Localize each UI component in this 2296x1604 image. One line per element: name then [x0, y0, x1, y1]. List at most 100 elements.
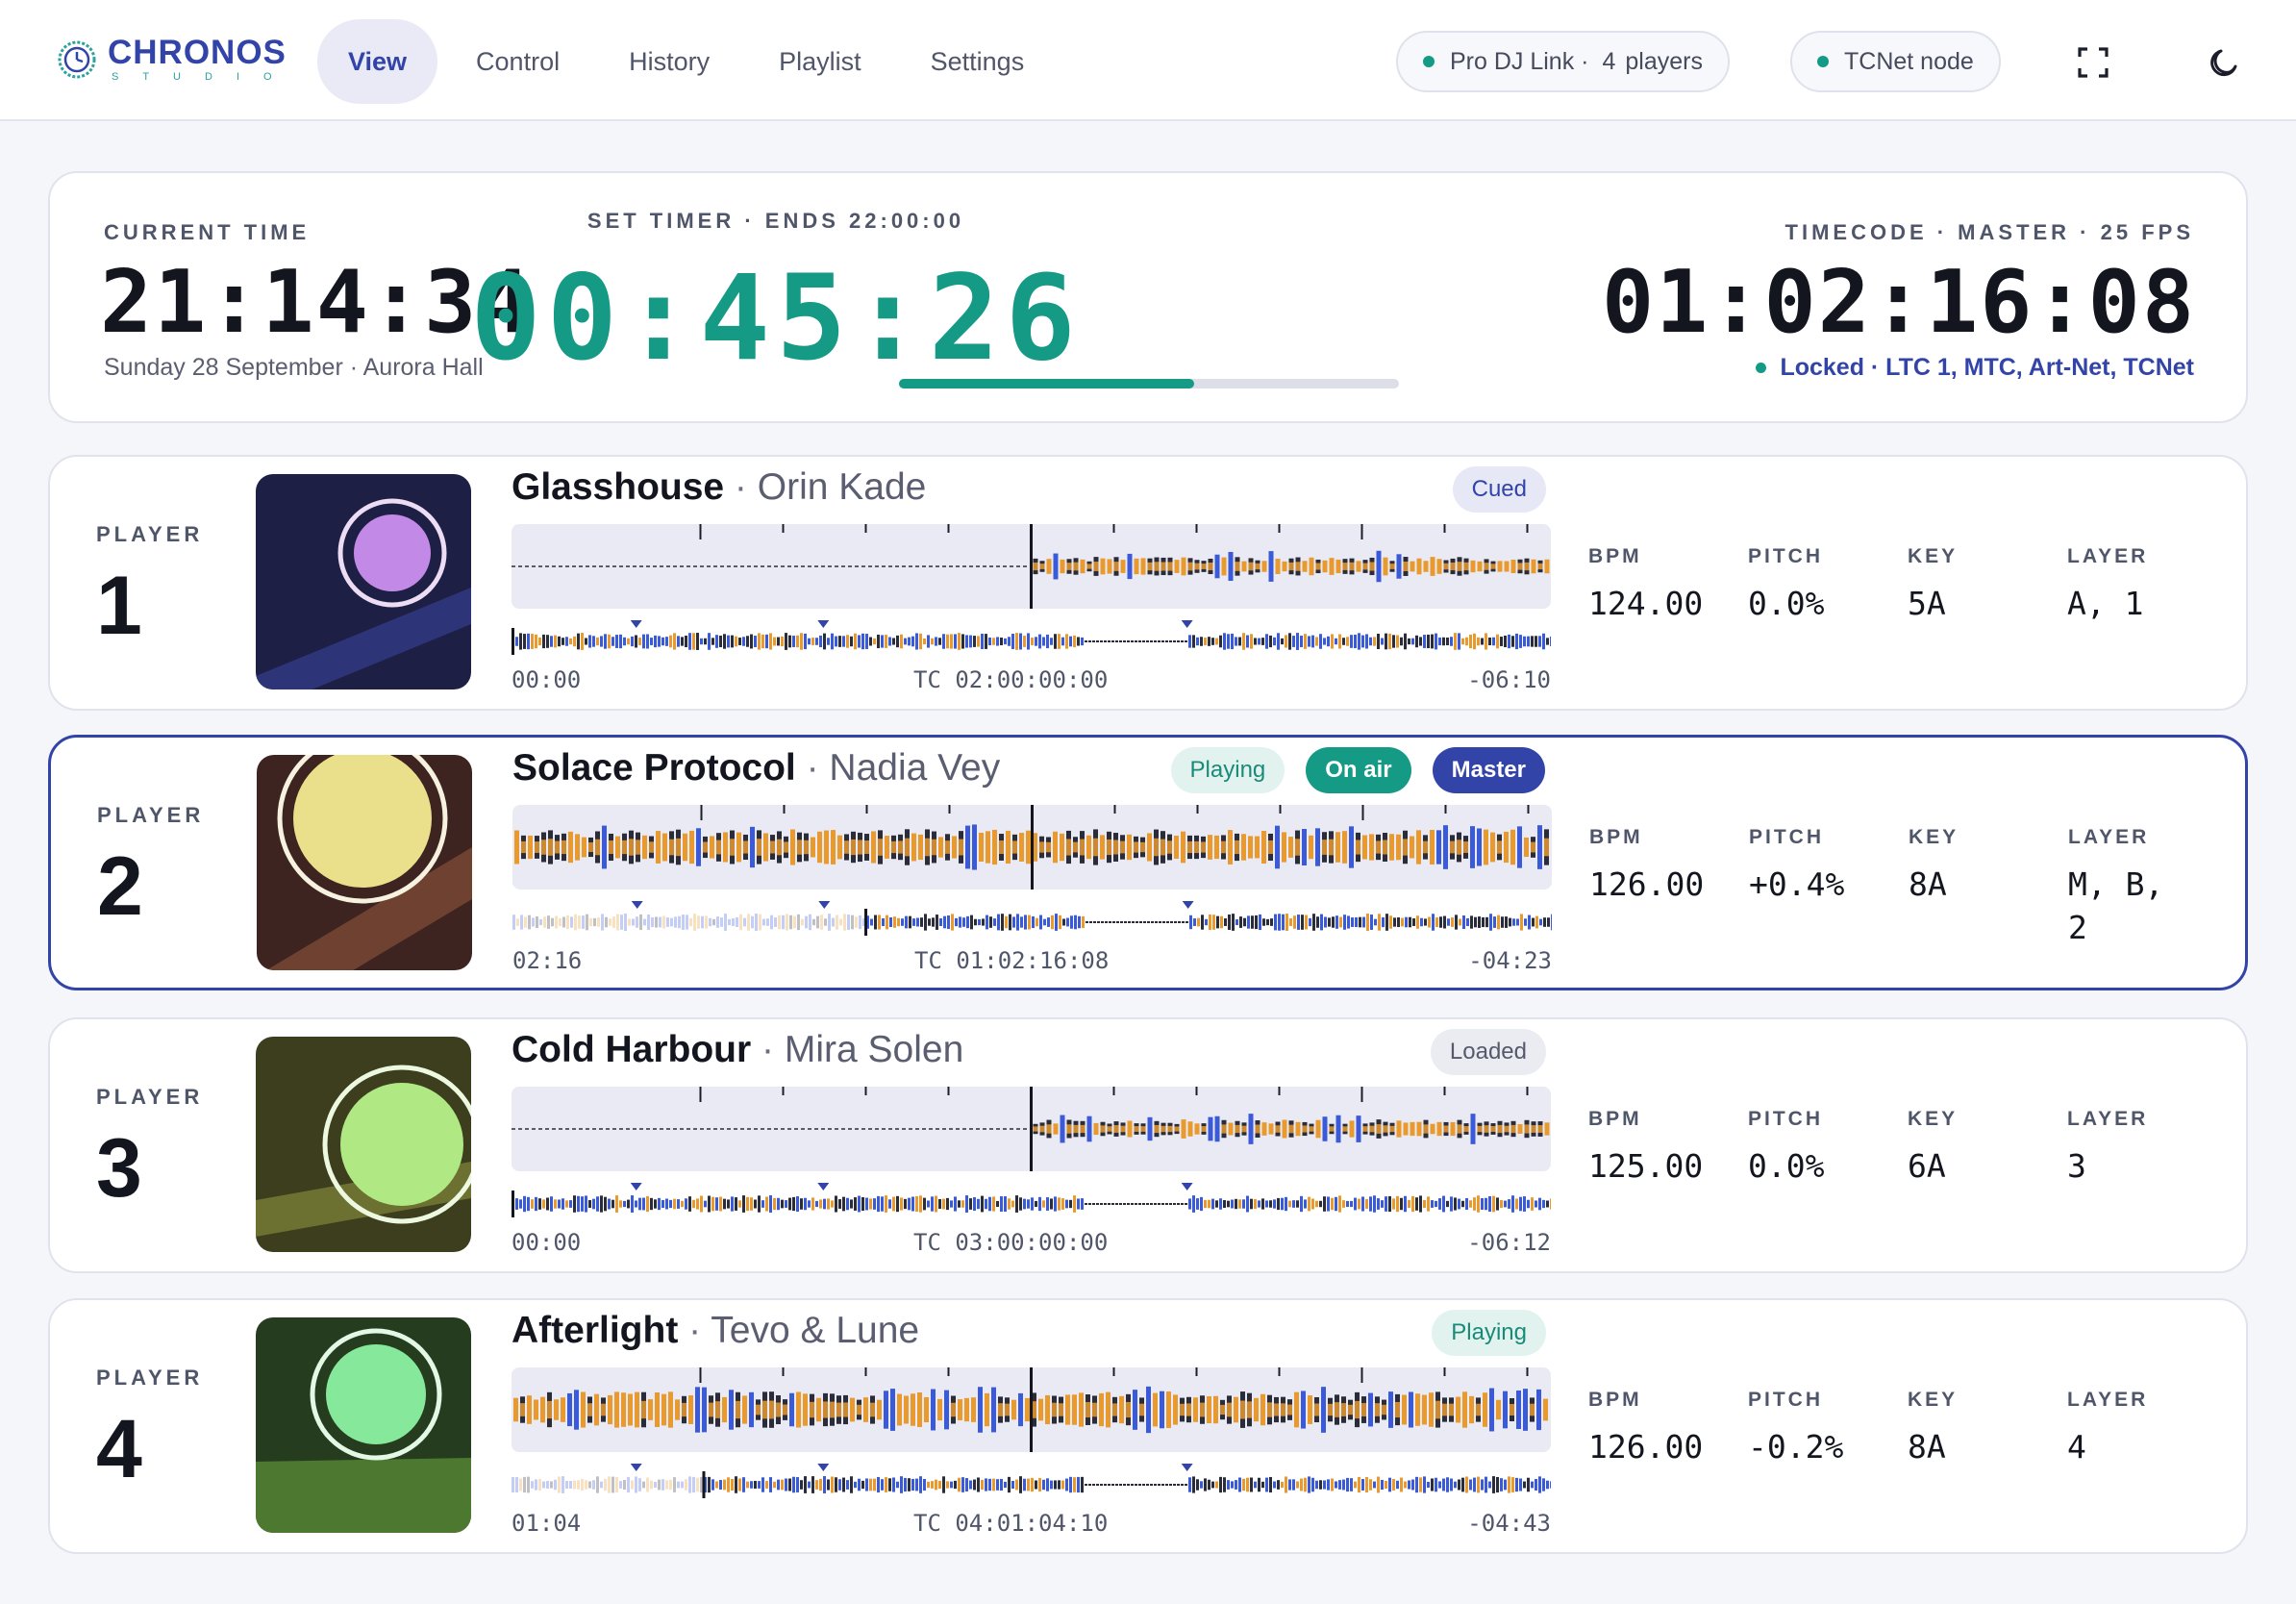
overview-bar: [623, 1200, 626, 1208]
bpm-stat: BPM 126.00: [1588, 1389, 1703, 1468]
fullscreen-button[interactable]: [2069, 38, 2117, 87]
prodj-link-status[interactable]: Pro DJ Link · 4 players: [1396, 31, 1730, 92]
overview-bar: [1308, 1476, 1310, 1493]
overview-bar: [1408, 638, 1410, 645]
waveform-bar: [958, 1399, 962, 1420]
tab-playlist[interactable]: Playlist: [779, 46, 861, 76]
overview-bar: [951, 914, 954, 931]
overview-bar: [689, 917, 692, 927]
overview-bar: [1277, 633, 1280, 650]
zoomed-waveform[interactable]: [512, 1367, 1551, 1452]
overview-waveform[interactable]: [512, 618, 1551, 655]
overview-bar: [846, 1197, 849, 1211]
app-logo[interactable]: CHRONOS STUDIO: [56, 36, 296, 83]
overview-bar: [619, 1200, 622, 1208]
overview-bar: [1058, 634, 1061, 649]
overview-waveform[interactable]: [512, 1181, 1551, 1217]
overview-bar: [636, 916, 638, 928]
key-stat: KEY 6A: [1908, 1108, 1958, 1188]
tcnet-status[interactable]: TCNet node: [1790, 31, 2001, 92]
overview-bar: [1146, 1484, 1149, 1486]
overview-bar: [804, 633, 807, 650]
overview-waveform[interactable]: [512, 899, 1552, 936]
overview-bar: [669, 1199, 672, 1209]
overview-bar: [1046, 634, 1049, 649]
overview-bar: [1297, 915, 1300, 930]
overview-bar: [1347, 915, 1350, 929]
player-card-2[interactable]: PLAYER 2 Solace Protocol · Nadia Vey Pla…: [48, 735, 2248, 990]
overview-bar: [1159, 921, 1161, 923]
overview-bar: [919, 633, 922, 650]
waveform-bar: [1531, 841, 1535, 853]
main-nav: View Control History Playlist Settings: [317, 19, 1062, 104]
overview-bar: [1538, 1476, 1541, 1493]
waveform-bar: [723, 832, 728, 863]
waveform-bar: [1396, 834, 1401, 861]
zoomed-waveform[interactable]: [512, 805, 1552, 890]
overview-bar: [681, 1200, 684, 1208]
set-timer-progress: [899, 379, 1399, 388]
overview-bar: [1404, 1195, 1407, 1213]
overview-bar: [746, 636, 749, 647]
waveform-bar: [1282, 561, 1287, 572]
overview-bar: [736, 916, 738, 928]
overview-bar: [605, 916, 608, 928]
overview-bar: [1332, 916, 1335, 928]
player-badges: Playing: [1410, 1310, 1546, 1356]
tab-view[interactable]: View: [317, 19, 438, 104]
overview-bar: [1328, 917, 1331, 927]
waveform-bar: [1228, 551, 1234, 582]
waveform-bar: [1463, 562, 1469, 571]
waveform-bar: [1523, 1389, 1528, 1431]
overview-bar: [811, 638, 814, 645]
overview-bar: [842, 636, 845, 647]
tab-settings[interactable]: Settings: [930, 46, 1025, 76]
overview-bar: [592, 1480, 595, 1490]
waveform-bar: [1174, 560, 1180, 573]
overview-bar: [761, 634, 764, 649]
overview-bar: [1338, 1480, 1341, 1490]
overview-bar: [993, 918, 996, 926]
zoomed-waveform[interactable]: [512, 524, 1551, 609]
overview-bar: [1104, 1203, 1107, 1205]
overview-bar: [1061, 1198, 1064, 1210]
overview-bar: [1358, 1198, 1360, 1210]
waveform-bar: [999, 840, 1004, 854]
waveform-bar: [1308, 1395, 1312, 1424]
bpm-label: BPM: [1588, 545, 1642, 567]
waveform-bar: [1066, 839, 1071, 856]
overview-bar: [1161, 1203, 1164, 1205]
theme-toggle-button[interactable]: [2200, 38, 2248, 87]
overview-waveform[interactable]: [512, 1462, 1551, 1498]
overview-bar: [1161, 640, 1164, 642]
overview-bar: [1127, 640, 1130, 642]
waveform-bar: [992, 829, 997, 865]
waveform-bar: [1335, 1115, 1341, 1143]
overview-bar: [1047, 917, 1050, 927]
overview-bar: [1235, 1480, 1237, 1490]
player-card-3[interactable]: PLAYER 3 Cold Harbour · Mira Solen Loade…: [48, 1017, 2248, 1273]
player-card-4[interactable]: PLAYER 4 Afterlight · Tevo & Lune Playin…: [48, 1298, 2248, 1554]
tab-history[interactable]: History: [629, 46, 711, 76]
waveform-bar: [978, 1387, 983, 1433]
overview-bar: [1450, 637, 1453, 646]
overview-bar: [1293, 915, 1296, 929]
overview-bar: [1086, 921, 1088, 923]
overview-bar: [788, 1478, 791, 1491]
waveform-bar: [688, 1395, 693, 1424]
player-card-1[interactable]: PLAYER 1 Glasshouse · Orin Kade Cued 00:…: [48, 455, 2248, 711]
waveform-bar: [864, 840, 869, 854]
waveform-bar: [1187, 562, 1193, 571]
tab-control[interactable]: Control: [476, 46, 561, 76]
overview-bar: [604, 1196, 607, 1212]
overview-bar: [808, 638, 811, 645]
player-times: 00:00 TC 02:00:00:00 -06:10: [512, 666, 1551, 695]
zoomed-waveform[interactable]: [512, 1087, 1551, 1171]
overview-bar: [927, 1481, 930, 1489]
elapsed-time: 00:00: [512, 666, 582, 693]
overview-bar: [992, 1196, 995, 1212]
overview-bar: [1255, 915, 1258, 930]
overview-bar: [665, 637, 668, 646]
overview-bar: [562, 1476, 564, 1493]
overview-bar: [538, 1198, 541, 1210]
